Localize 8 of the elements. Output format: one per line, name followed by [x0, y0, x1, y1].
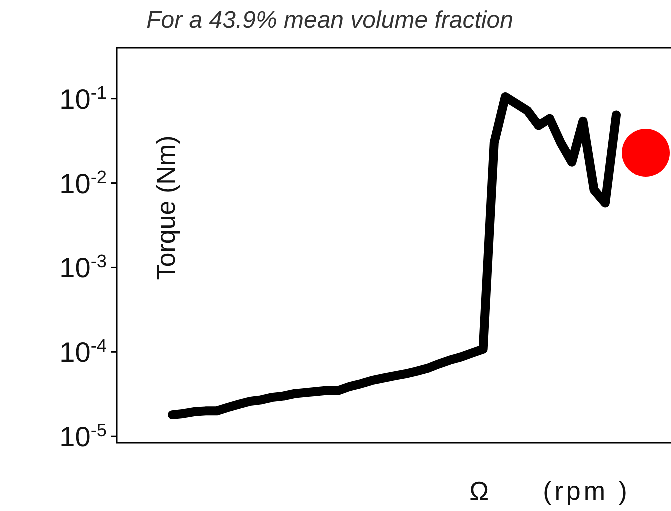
y-tick-label: 10$^{-3}$ [60, 252, 107, 284]
y-tick-label: 10$^{-2}$ [60, 167, 107, 200]
chart-title: For a 43.9% mean volume fraction [146, 7, 514, 34]
y-axis-title: Torque (Nm) [151, 136, 181, 280]
y-tick-label: 10$^{-5}$ [60, 420, 107, 453]
x-axis-title: Ω (rpm ) [470, 476, 630, 506]
y-tick-label: 10$^{-1}$ [60, 82, 107, 115]
y-tick-label: 10$^{-4}$ [60, 336, 107, 368]
